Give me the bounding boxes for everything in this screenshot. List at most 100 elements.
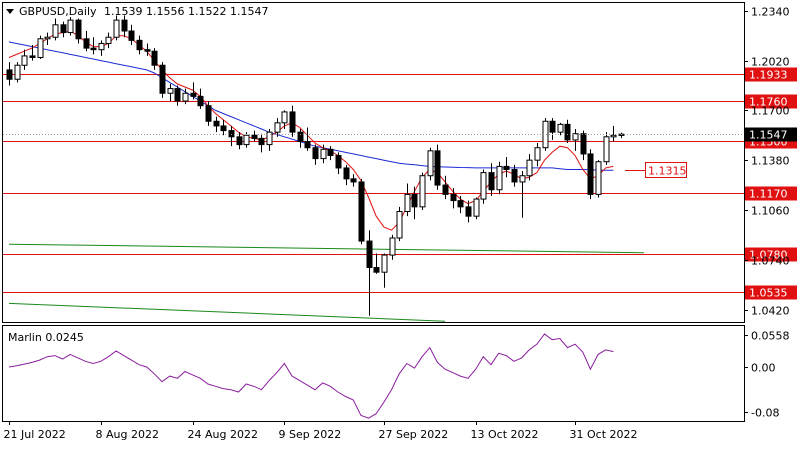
candle-bull xyxy=(603,136,610,163)
candle-bear xyxy=(503,165,510,171)
candle-bear xyxy=(60,24,67,34)
level-label: 1.1760 xyxy=(749,96,788,109)
candle-bull xyxy=(281,111,288,124)
candle-bear xyxy=(6,69,13,80)
candle-bear xyxy=(258,137,265,146)
price-tick-label: 1.0420 xyxy=(751,305,790,318)
level-label-bg xyxy=(745,285,797,300)
candle-bear xyxy=(373,267,380,273)
trendlines xyxy=(8,243,644,322)
candle-bull xyxy=(389,237,396,256)
level-lines xyxy=(3,74,744,293)
trendline-green xyxy=(8,302,446,322)
candle-bull xyxy=(595,161,602,195)
date-tick-label: 8 Aug 2022 xyxy=(96,428,159,441)
candle-bull xyxy=(480,172,487,200)
candle-bear xyxy=(121,19,128,32)
candle-bear xyxy=(297,131,304,142)
candle-bull xyxy=(14,64,21,80)
candle-bear xyxy=(450,193,457,202)
price-tick-label: 1.0740 xyxy=(751,255,790,268)
candle-bear xyxy=(366,240,373,269)
level-label: 1.0780 xyxy=(749,249,788,262)
marlin-line xyxy=(8,333,614,419)
candle-bull xyxy=(52,24,59,38)
candle-bear xyxy=(151,50,158,66)
candle-bull xyxy=(572,133,579,141)
candle-bear xyxy=(358,181,365,242)
candle-bull xyxy=(381,254,388,273)
candle-bull xyxy=(98,42,105,51)
candle-bull xyxy=(496,165,503,191)
candle-bear xyxy=(205,105,212,122)
candle-bear xyxy=(457,200,464,208)
candle-bull xyxy=(427,150,434,177)
marker-1315-box xyxy=(645,162,687,178)
candle-bull xyxy=(473,198,480,217)
marlin-tick-label: 0.00 xyxy=(751,362,776,375)
price-tick-label: 1.1060 xyxy=(751,205,790,218)
marlin-tick-label: -0.08 xyxy=(751,407,779,420)
current-price-label-bg xyxy=(745,127,797,142)
price-tick-label: 1.1700 xyxy=(751,105,790,118)
trendline-green xyxy=(8,243,644,254)
date-tick-label: 21 Jul 2022 xyxy=(4,428,66,441)
marker-1315-label: 1.1315 xyxy=(648,165,687,178)
candle-bull xyxy=(557,123,564,133)
price-tick-label: 1.1380 xyxy=(751,155,790,168)
marlin-label: Marlin 0.0245 xyxy=(8,331,84,344)
candle-bull xyxy=(21,55,28,66)
candle-bear xyxy=(236,136,243,146)
candle-bear xyxy=(29,55,36,58)
candle-bull xyxy=(526,159,533,177)
candle-bear xyxy=(228,130,235,138)
candle-bear xyxy=(511,169,518,183)
candle-bear xyxy=(144,49,151,52)
current-price-label: 1.1547 xyxy=(749,129,788,142)
candle-bear xyxy=(251,134,258,139)
current-price-line: 1.1315 xyxy=(3,134,744,178)
candle-bull xyxy=(534,147,541,161)
candle-bull xyxy=(610,134,617,138)
candle-bull xyxy=(167,88,174,94)
candle-bear xyxy=(343,167,350,180)
date-axis: 21 Jul 2022 8 Aug 2022 24 Aug 2022 9 Sep 20… xyxy=(4,421,638,441)
candle-bull xyxy=(243,134,250,146)
candle-bull xyxy=(519,175,526,183)
candle-bear xyxy=(220,125,227,132)
triangle-down-icon[interactable] xyxy=(6,9,14,14)
ma-blue-line xyxy=(8,41,614,171)
candle-bear xyxy=(159,64,166,94)
candle-bear xyxy=(580,133,587,155)
candle-bear xyxy=(549,120,556,133)
candle-bear xyxy=(75,19,82,40)
candle-bear xyxy=(327,148,334,156)
candle-bull xyxy=(419,175,426,208)
candle-bull xyxy=(67,19,74,34)
date-tick-label: 27 Sep 2022 xyxy=(379,428,449,441)
candle-bear xyxy=(213,120,220,127)
candle-bull xyxy=(105,36,112,44)
candle-bear xyxy=(312,147,319,160)
price-axis: 1.19331.17601.15001.11701.07801.05351.15… xyxy=(744,6,797,420)
candle-bear xyxy=(587,153,594,195)
date-tick-label: 13 Oct 2022 xyxy=(471,428,539,441)
candle-bull xyxy=(266,131,273,146)
marlin-series xyxy=(8,333,614,419)
candle-bull xyxy=(37,38,44,58)
candlesticks xyxy=(6,15,625,316)
ohlc-label: 1.1539 1.1556 1.1522 1.1547 xyxy=(104,5,268,18)
candle-bear xyxy=(197,95,204,107)
candle-bear xyxy=(90,47,97,51)
candle-bear xyxy=(434,150,441,186)
candle-bear xyxy=(411,193,418,208)
symbol-label: GBPUSD,Daily xyxy=(19,5,97,18)
candle-bear xyxy=(174,88,181,102)
candle-bear xyxy=(289,111,296,133)
candle-bear xyxy=(350,178,357,183)
level-label-bg xyxy=(745,186,797,201)
candle-bear xyxy=(83,38,90,49)
candle-bear xyxy=(442,184,449,195)
